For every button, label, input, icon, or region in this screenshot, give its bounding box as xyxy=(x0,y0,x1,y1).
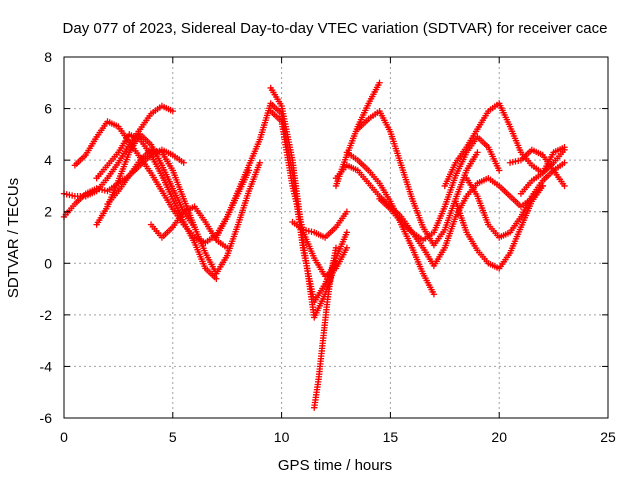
y-tick-label: 4 xyxy=(44,152,52,168)
series-arc-5 xyxy=(93,131,198,231)
series-arc-6 xyxy=(60,146,187,221)
series-arc-19 xyxy=(452,182,546,272)
grid-lines xyxy=(64,57,608,418)
series-arc-12 xyxy=(289,208,351,241)
plot-frame xyxy=(63,56,609,419)
y-tick-label: 6 xyxy=(44,101,52,117)
y-axis-label: SDTVAR / TECUs xyxy=(5,178,22,298)
x-tick-label: 10 xyxy=(274,429,290,445)
series-arc-22 xyxy=(517,146,568,197)
data-point xyxy=(191,223,198,231)
data-point xyxy=(561,146,568,154)
y-tick-label: -6 xyxy=(40,410,53,426)
y-tick-label: 2 xyxy=(44,204,52,220)
data-point xyxy=(561,159,568,166)
data-point xyxy=(430,291,438,298)
data-point xyxy=(343,208,351,215)
x-tick-label: 0 xyxy=(60,429,68,445)
series-arc-16 xyxy=(354,107,481,249)
series-arc-7 xyxy=(147,203,231,252)
chart-title: Day 077 of 2023, Sidereal Day-to-day VTE… xyxy=(63,20,608,37)
series-arc-2 xyxy=(71,118,253,246)
y-tick-label: -2 xyxy=(40,307,53,323)
data-point xyxy=(343,229,351,236)
y-tick-label: 8 xyxy=(44,49,52,65)
series-arc-11 xyxy=(311,244,340,411)
data-markers xyxy=(60,79,568,411)
y-tick-label: -4 xyxy=(40,358,53,374)
data-point xyxy=(496,167,503,174)
series-arc-4 xyxy=(104,146,264,277)
data-point xyxy=(376,79,383,86)
data-point xyxy=(561,182,568,190)
data-point xyxy=(256,159,264,166)
series-arc-3 xyxy=(93,131,220,282)
x-tick-label: 5 xyxy=(169,429,177,445)
y-tick-label: 0 xyxy=(44,255,52,271)
data-point xyxy=(474,149,481,156)
x-tick-label: 20 xyxy=(491,429,507,445)
x-axis-label: GPS time / hours xyxy=(278,457,392,474)
data-point xyxy=(224,244,231,252)
series-arc-14 xyxy=(343,149,438,298)
data-point xyxy=(180,159,187,166)
x-tick-label: 15 xyxy=(383,429,399,445)
data-point xyxy=(332,244,340,252)
x-tick-label: 25 xyxy=(600,429,616,445)
data-point xyxy=(169,107,176,115)
axis-ticks: 0 5 10 15 20 25 -6 -4 -2 0 2 4 6 8 xyxy=(40,49,616,445)
data-point xyxy=(343,244,351,252)
